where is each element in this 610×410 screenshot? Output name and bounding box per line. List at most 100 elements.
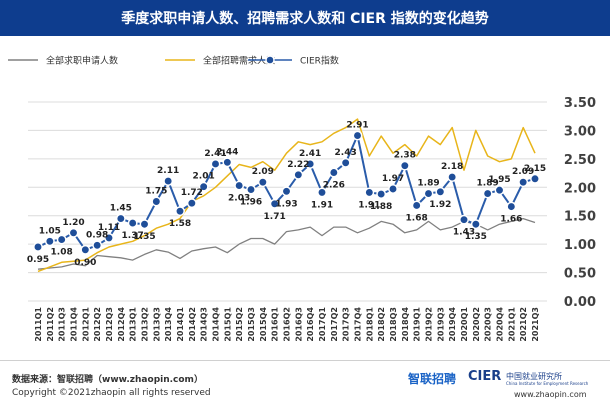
data-label: 2.38 bbox=[394, 151, 416, 161]
x-tick-label: 2011Q4 bbox=[70, 307, 79, 342]
x-tick-label: 2019Q3 bbox=[436, 307, 445, 342]
x-tick-label: 2016Q4 bbox=[306, 307, 315, 342]
cier-data-point bbox=[33, 242, 43, 252]
data-label: 1.43 bbox=[453, 228, 475, 238]
data-label: 1.72 bbox=[181, 188, 203, 198]
series-line-demand bbox=[37, 118, 536, 273]
cier-data-point bbox=[423, 188, 434, 199]
y-tick-label: 2.00 bbox=[564, 181, 596, 196]
x-tick-label: 2019Q4 bbox=[448, 307, 457, 342]
x-tick-label: 2016Q3 bbox=[294, 307, 303, 342]
cier-data-point bbox=[198, 181, 209, 192]
x-tick-label: 2012Q2 bbox=[93, 307, 102, 342]
cier-data-point bbox=[506, 201, 517, 212]
data-label: 0.98 bbox=[86, 230, 108, 240]
data-label: 1.05 bbox=[39, 226, 61, 236]
data-label: 1.71 bbox=[264, 212, 286, 222]
cier-data-point bbox=[305, 159, 316, 169]
data-label: 1.45 bbox=[110, 204, 132, 214]
data-label: 0.90 bbox=[74, 258, 96, 268]
x-tick-label: 2014Q1 bbox=[176, 307, 185, 342]
cier-logo-english: China Institute for Employment Research bbox=[506, 381, 589, 386]
cier-data-point bbox=[163, 176, 174, 186]
data-label: 1.35 bbox=[465, 232, 487, 242]
cier-data-point bbox=[186, 198, 197, 209]
cier-data-point bbox=[376, 189, 387, 200]
x-tick-label: 2015Q1 bbox=[223, 307, 232, 342]
cier-data-point bbox=[246, 184, 256, 195]
x-tick-label: 2017Q4 bbox=[354, 307, 363, 342]
y-tick-label: 0.00 bbox=[564, 295, 596, 310]
y-tick-label: 1.50 bbox=[564, 210, 596, 225]
data-label: 2.18 bbox=[441, 162, 463, 172]
cier-data-point bbox=[104, 232, 114, 243]
x-tick-label: 2021Q2 bbox=[519, 307, 528, 342]
x-tick-label: 2021Q3 bbox=[531, 307, 540, 342]
y-tick-label: 1.00 bbox=[564, 238, 596, 253]
data-label: 1.89 bbox=[417, 179, 439, 189]
x-tick-label: 2020Q1 bbox=[460, 307, 469, 342]
data-label: 2.01 bbox=[193, 172, 215, 182]
data-label: 2.44 bbox=[216, 147, 238, 157]
y-tick-label: 3.00 bbox=[564, 124, 596, 139]
x-tick-label: 2012Q4 bbox=[117, 307, 126, 342]
cier-data-point bbox=[151, 196, 162, 207]
data-label: 1.11 bbox=[98, 223, 120, 233]
x-tick-label: 2015Q3 bbox=[247, 307, 256, 342]
data-label: 1.08 bbox=[51, 248, 73, 258]
x-tick-label: 2014Q3 bbox=[200, 307, 209, 342]
cier-data-point bbox=[269, 198, 280, 209]
cier-logo-subtitle: 中国就业研究所 bbox=[506, 372, 562, 381]
data-label: 1.75 bbox=[145, 187, 167, 197]
x-tick-label: 2020Q4 bbox=[496, 307, 505, 342]
x-tick-label: 2014Q4 bbox=[212, 307, 221, 342]
chart-title-bar: 季度求职申请人数、招聘需求人数和 CIER 指数的变化趋势 bbox=[0, 0, 610, 36]
x-tick-label: 2012Q1 bbox=[81, 307, 90, 342]
data-label: 1.96 bbox=[240, 198, 262, 208]
data-label: 2.22 bbox=[287, 160, 309, 170]
y-tick-label: 3.50 bbox=[564, 96, 596, 111]
data-source: 数据来源：智联招聘（www.zhaopin.com） bbox=[12, 375, 203, 385]
x-tick-label: 2013Q2 bbox=[141, 307, 150, 342]
data-label: 1.68 bbox=[406, 213, 428, 223]
cier-data-point bbox=[222, 157, 233, 168]
chart-title: 季度求职申请人数、招聘需求人数和 CIER 指数的变化趋势 bbox=[121, 11, 489, 27]
legend-marker bbox=[265, 55, 275, 65]
x-tick-label: 2017Q1 bbox=[318, 307, 327, 342]
data-label: 2.11 bbox=[157, 166, 179, 176]
data-label: 2.41 bbox=[204, 149, 226, 159]
cier-data-point bbox=[210, 159, 221, 169]
data-label: 1.20 bbox=[62, 218, 84, 228]
cier-data-point bbox=[115, 213, 126, 224]
data-label: 2.41 bbox=[299, 149, 321, 159]
data-label: 1.92 bbox=[429, 200, 451, 210]
footer-divider bbox=[0, 360, 610, 361]
data-label: 2.15 bbox=[524, 164, 546, 174]
cier-data-point bbox=[175, 206, 185, 217]
x-tick-label: 2012Q3 bbox=[105, 307, 114, 342]
cier-data-point bbox=[293, 169, 304, 180]
x-tick-label: 2014Q2 bbox=[188, 307, 197, 342]
cier-data-point bbox=[447, 172, 458, 183]
data-label: 1.58 bbox=[169, 219, 191, 229]
x-tick-label: 2019Q2 bbox=[425, 307, 434, 342]
cier-data-point bbox=[530, 173, 540, 184]
data-label: 1.89 bbox=[477, 179, 499, 189]
cier-data-point bbox=[92, 240, 103, 251]
data-label: 1.88 bbox=[370, 202, 392, 212]
cier-data-point bbox=[80, 244, 91, 255]
x-tick-label: 2018Q4 bbox=[401, 307, 410, 342]
cier-data-point bbox=[340, 157, 351, 168]
copyright-text: Copyright ©2021zhaopin all rights reserv… bbox=[12, 388, 211, 398]
x-tick-label: 2021Q1 bbox=[507, 307, 516, 342]
data-label: 2.91 bbox=[346, 121, 368, 131]
y-tick-label: 2.50 bbox=[564, 153, 596, 168]
cier-data-point bbox=[364, 187, 375, 198]
cier-data-point bbox=[482, 188, 493, 199]
x-tick-label: 2020Q3 bbox=[484, 307, 493, 342]
data-label: 2.26 bbox=[323, 181, 345, 191]
cier-data-point bbox=[388, 184, 398, 194]
data-label: 2.09 bbox=[512, 167, 534, 177]
website-url: www.zhaopin.com bbox=[514, 390, 587, 399]
